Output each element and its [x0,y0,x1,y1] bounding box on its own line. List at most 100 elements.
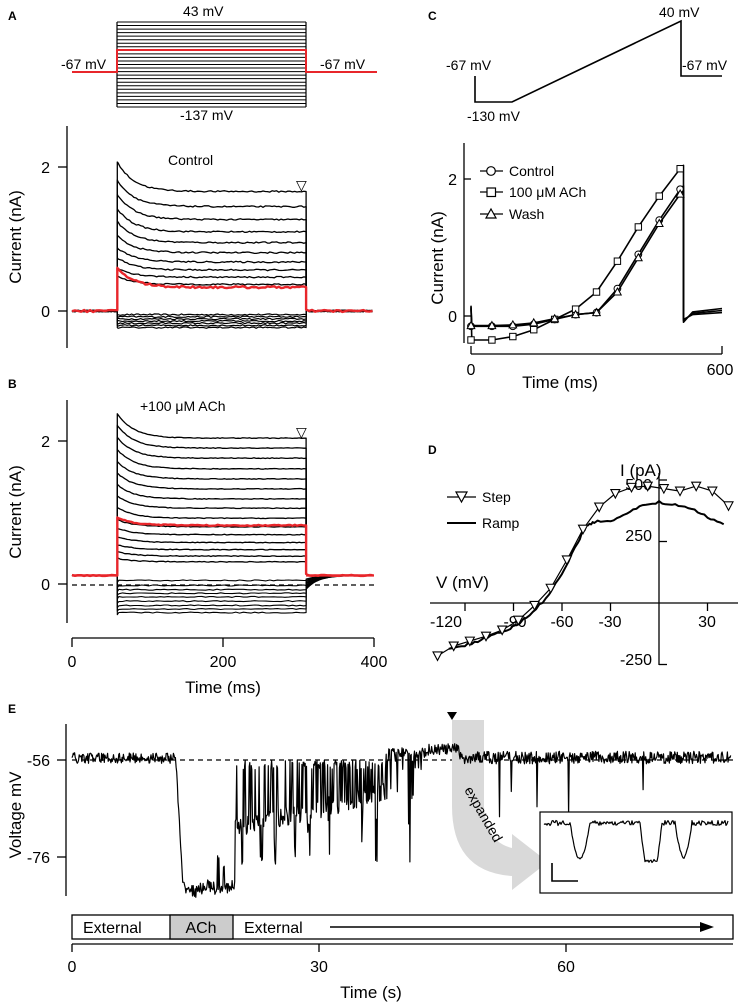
bar-external-2: External [244,920,303,937]
d-step-point [448,641,460,652]
d-step-line [437,485,729,657]
c-wash-point [487,320,497,330]
c-wash-point [612,286,623,296]
e-x-tick-0: 0 [68,959,77,976]
d-y-axis-label: I (pA) [620,461,662,480]
d-legend-ramp: Ramp [482,515,520,531]
d-y-tick-m250: -250 [620,652,652,669]
expanded-arrow [452,720,548,890]
c-y-tick-0: 0 [448,309,457,326]
b-current-trace-negative [72,574,374,616]
legend-step-marker [454,491,469,504]
d-step-point [706,486,718,497]
c-y-tick-2: 2 [448,172,457,189]
d-step-point [512,615,524,626]
a-y-axis-label: Current (nA) [6,190,25,284]
c-low-label: -130 mV [467,108,521,124]
panel-label-b: B [8,377,17,391]
c-wash-point [654,218,664,228]
d-step-point [690,481,702,492]
e-voltage-line [71,743,732,898]
c-ach-point [634,223,643,231]
d-step-point [464,636,476,647]
panel-label-a: A [8,9,17,23]
c-wash-point [529,317,539,327]
d-step-point [626,482,637,494]
bar-ach: ACh [185,920,216,937]
b-x-axis-label: Time (ms) [185,678,261,697]
d-step-point [658,484,670,495]
c-wash-point [550,313,560,323]
c-ach-point [467,336,475,344]
c-wash-point [508,319,518,329]
a-current-trace-highlight [71,266,373,314]
c-x-axis-label: Time (ms) [522,373,598,392]
b-y-tick-0: 0 [41,577,50,594]
d-step-point [480,631,492,642]
c-wash-point [466,320,476,330]
legend-ach-marker [486,187,497,198]
c-legend-wash: Wash [509,206,544,222]
panel-d-legend [447,491,476,524]
a-y-tick-2: 2 [41,160,50,177]
b-x-tick-0: 0 [68,654,77,671]
d-step-point [561,555,573,566]
panel-a-traces [71,161,373,329]
e-y-tick-m56: -56 [27,753,50,770]
d-x-tick-m60: -60 [550,614,573,631]
a-top-voltage-label: 43 mV [183,3,224,19]
c-wash-point [675,189,685,198]
b-condition-title: +100 μM ACh [140,398,226,414]
panel-b-traces [71,413,375,616]
c-x-tick-0: 0 [467,362,476,379]
c-wash-point [591,307,602,317]
a-marker: ▽ [296,177,307,193]
b-y-tick-2: 2 [41,434,50,451]
c-legend-ach: 100 μM ACh [509,184,586,200]
b-x-tick-400: 400 [361,654,388,671]
a-hold-right-label: -67 mV [320,56,366,72]
c-wash-point [570,309,581,319]
c-wash-point [633,252,643,262]
b-current-trace-highlight [71,516,373,578]
c-legend-control: Control [509,163,554,179]
e-y-tick-m76: -76 [27,850,50,867]
bar-external-1: External [83,920,142,937]
a-bottom-voltage-label: -137 mV [180,107,234,123]
inset-scale-bar [551,863,578,882]
solution-bar [71,914,734,940]
c-ramp-protocol [474,19,722,103]
c-ach-point [592,288,601,296]
d-x-tick-m120: -120 [430,614,462,631]
d-x-tick-m30: -30 [598,614,621,631]
d-step-point [496,625,508,636]
legend-wash-marker [484,207,498,219]
e-x-tick-30: 30 [310,959,328,976]
a-hold-left-label: -67 mV [61,56,107,72]
c-ach-point [613,257,622,265]
c-start-label: -67 mV [446,57,492,73]
panel-a-axes [58,126,68,348]
d-step-point [593,502,605,513]
solution-bar-arrow [700,922,714,932]
legend-control-marker [486,166,496,176]
b-marker: ▽ [296,424,307,440]
d-y-tick-250: 250 [625,528,652,545]
c-ach-point [488,336,496,344]
d-step-point [674,486,686,497]
panel-b-axes [58,400,378,647]
c-ach-point [655,192,663,200]
d-step-point [432,651,443,662]
panel-a-voltage-protocol [72,21,377,108]
panel-label-e: E [8,702,16,716]
panel-c-legend [480,166,503,219]
inset-voltage-line [543,819,729,864]
b-x-tick-200: 200 [210,654,237,671]
a-condition-title: Control [168,152,213,168]
e-x-axis-label: Time (s) [340,983,402,1002]
d-x-tick-30: 30 [698,614,716,631]
panel-label-c: C [428,9,437,23]
expanded-inset [539,811,733,894]
d-step-point [642,481,654,492]
